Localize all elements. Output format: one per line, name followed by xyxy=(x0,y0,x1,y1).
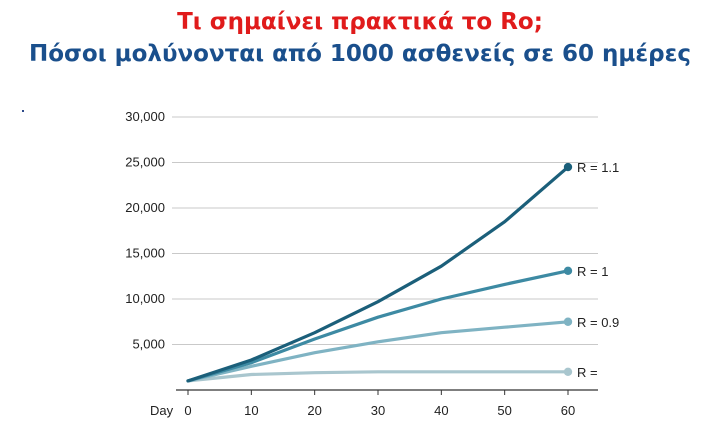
series-label: R = 1 xyxy=(577,264,608,279)
series-line xyxy=(186,370,570,383)
x-axis-label: Day xyxy=(150,403,174,418)
series-line xyxy=(186,320,570,383)
x-tick-label: 50 xyxy=(497,403,511,418)
x-tick-label: 0 xyxy=(184,403,191,418)
series-line xyxy=(186,269,570,383)
title-block: Τι σημαίνει πρακτικά το Ro; Πόσοι μολύνο… xyxy=(0,6,720,70)
series-line xyxy=(186,165,570,383)
x-tick-label: 40 xyxy=(434,403,448,418)
series-label: R = xyxy=(577,365,598,380)
x-tick-label: 60 xyxy=(561,403,575,418)
y-tick-label: 10,000 xyxy=(125,291,165,306)
series-label: R = 1.1 xyxy=(577,160,619,175)
y-tick-label: 20,000 xyxy=(125,200,165,215)
chart-title-line2: Πόσοι μολύνονται από 1000 ασθενείς σε 60… xyxy=(28,41,692,67)
series-end-point xyxy=(563,367,573,376)
y-tick-label: 15,000 xyxy=(125,246,165,261)
chart-title-line1: Τι σημαίνει πρακτικά το Ro; xyxy=(177,9,543,35)
x-tick-label: 30 xyxy=(371,403,385,418)
stray-dot xyxy=(22,110,24,112)
y-tick-label: 5,000 xyxy=(132,337,165,352)
series-end-point xyxy=(563,162,573,172)
series-end-point xyxy=(563,266,573,275)
series-end-point xyxy=(563,317,573,326)
x-tick-label: 20 xyxy=(307,403,321,418)
y-tick-label: 30,000 xyxy=(125,109,165,124)
series-label: R = 0.9 xyxy=(577,315,619,330)
y-tick-label: 25,000 xyxy=(125,155,165,170)
x-tick-label: 10 xyxy=(244,403,258,418)
